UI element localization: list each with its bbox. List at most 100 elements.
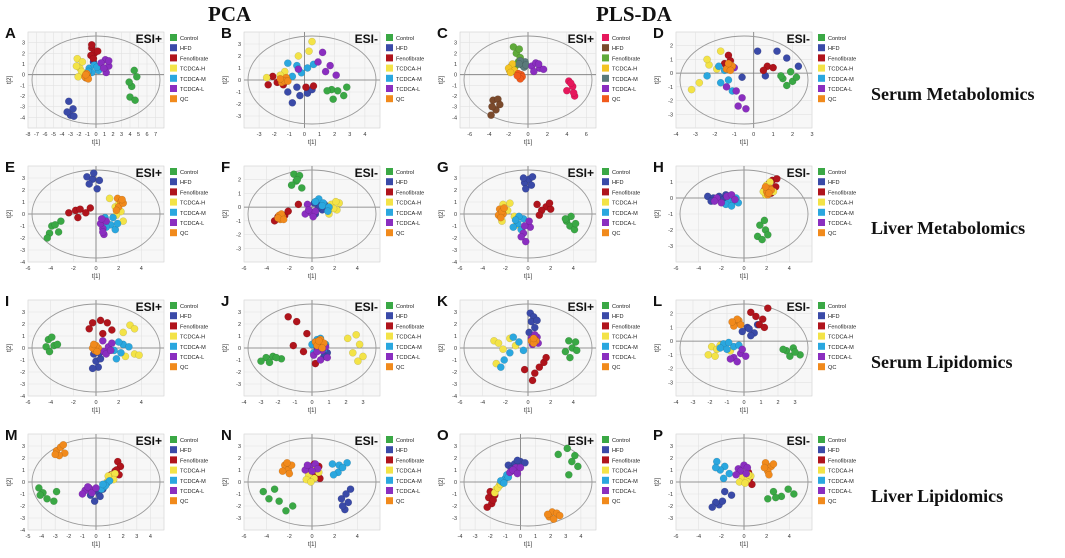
x-tick-label: -6 — [26, 266, 31, 272]
legend-label-control: Control — [396, 36, 414, 42]
point-fenofibrate — [98, 329, 107, 338]
panel-letter: E — [5, 159, 15, 176]
y-tick-label: -2 — [20, 504, 25, 510]
point-qc — [543, 510, 552, 519]
y-tick-label: -1 — [236, 492, 241, 498]
y-tick-label: 3 — [22, 41, 25, 47]
legend-label-tcdca-l: TCDCA-L — [612, 87, 636, 93]
legend-swatch-tcdca-l — [386, 353, 393, 360]
point-tcdca-l — [326, 61, 334, 70]
panel-letter: C — [437, 25, 448, 42]
legend-label-hfd: HFD — [828, 314, 840, 320]
x-tick-label: 2 — [344, 400, 347, 406]
point-control — [275, 497, 283, 506]
y-axis-label: t[2] — [655, 344, 661, 353]
panel-letter: N — [221, 427, 232, 444]
legend-label-hfd: HFD — [612, 314, 624, 320]
x-axis-label: t[1] — [740, 408, 749, 414]
point-tcdca-h — [695, 78, 704, 87]
legend-label-tcdca-h: TCDCA-H — [612, 201, 637, 207]
x-tick-label: -2 — [488, 534, 493, 540]
legend-label-tcdca-m: TCDCA-M — [396, 345, 422, 351]
ionization-mode-label: ESI+ — [136, 300, 162, 314]
point-qc — [728, 318, 736, 326]
hotelling-ellipse — [679, 437, 809, 527]
point-hfd — [63, 108, 71, 116]
legend-swatch-tcdca-l — [818, 353, 825, 360]
point-fenofibrate — [533, 200, 541, 209]
point-qc — [81, 70, 90, 79]
point-tcdca-m — [125, 342, 133, 351]
panel-letter: J — [221, 293, 229, 310]
point-tcdca-l — [517, 232, 526, 241]
x-tick-label: 2 — [776, 400, 779, 406]
y-tick-label: -2 — [668, 99, 673, 105]
x-axis-label: t[1] — [308, 140, 317, 146]
point-control — [53, 340, 62, 349]
point-fenofibrate — [88, 318, 97, 327]
x-tick-label: 2 — [549, 534, 552, 540]
point-hfd — [782, 54, 791, 62]
y-tick-label: 0 — [22, 480, 25, 486]
point-tcdca-h — [506, 68, 515, 77]
y-tick-label: -3 — [20, 105, 25, 111]
legend-swatch-control — [170, 34, 177, 41]
y-tick-label: 2 — [238, 456, 241, 462]
y-tick-label: 0 — [670, 480, 673, 486]
legend-label-control: Control — [396, 438, 414, 444]
point-hfd — [342, 490, 350, 498]
legend-swatch-tcdca-m — [386, 476, 393, 484]
point-qc — [765, 470, 773, 479]
point-hfd — [346, 485, 355, 494]
x-tick-label: -2 — [719, 534, 724, 540]
y-axis-label: t[2] — [655, 478, 661, 487]
point-tcdca-l — [738, 93, 746, 102]
point-tcdca-h — [348, 348, 357, 357]
y-tick-label: 2 — [238, 178, 241, 184]
legend-swatch-control — [386, 436, 393, 443]
legend-label-tcdca-l: TCDCA-L — [396, 489, 420, 495]
point-fenofibrate — [515, 45, 524, 53]
legend-label-tcdca-l: TCDCA-L — [396, 87, 420, 93]
y-tick-label: 1 — [22, 334, 25, 340]
y-tick-label: -2 — [668, 504, 673, 510]
point-fenofibrate — [769, 63, 777, 72]
point-control — [51, 220, 60, 229]
point-hfd — [521, 458, 529, 467]
legend-label-hfd: HFD — [828, 180, 840, 186]
point-control — [287, 181, 296, 190]
x-tick-label: 0 — [742, 400, 745, 406]
legend-label-fenofibrate: Fenofibrate — [828, 190, 856, 196]
x-tick-label: 2 — [791, 132, 794, 138]
legend-swatch-tcdca-l — [602, 487, 609, 494]
legend-label-fenofibrate: Fenofibrate — [612, 190, 640, 196]
legend-swatch-hfd — [602, 178, 609, 186]
x-axis-label: t[1] — [92, 140, 101, 146]
point-tcdca-m — [703, 72, 711, 80]
pca-header: PCA — [208, 2, 252, 26]
scatter-panel-d: -4 -3 -2 -1 0 1 2 3 -3 -2 -1 0 1 2 t[1] t[2] D ESI- Contro… — [653, 25, 856, 146]
point-tcdca-l — [108, 339, 116, 348]
x-tick-label: 1 — [108, 534, 111, 540]
legend-swatch-hfd — [602, 312, 609, 320]
point-hfd — [794, 62, 803, 71]
y-tick-label: -2 — [236, 233, 241, 239]
x-axis-label: t[1] — [524, 140, 533, 146]
y-tick-label: 0 — [670, 196, 673, 202]
legend-swatch-fenofibrate — [170, 456, 177, 464]
x-tick-label: 2 — [549, 400, 552, 406]
legend-label-control: Control — [612, 170, 630, 176]
y-tick-label: 1 — [454, 62, 457, 68]
point-qc — [285, 469, 294, 478]
point-control — [564, 470, 573, 479]
legend-swatch-fenofibrate — [386, 54, 393, 62]
legend-swatch-tcdca-l — [386, 85, 393, 92]
point-qc — [278, 467, 287, 476]
legend-swatch-tcdca-h — [602, 466, 609, 474]
y-tick-label: 1 — [22, 468, 25, 474]
x-tick-label: 2 — [111, 132, 114, 138]
y-tick-label: -4 — [20, 115, 25, 121]
ionization-mode-label: ESI- — [355, 300, 378, 314]
y-axis-label: t[2] — [7, 210, 13, 219]
